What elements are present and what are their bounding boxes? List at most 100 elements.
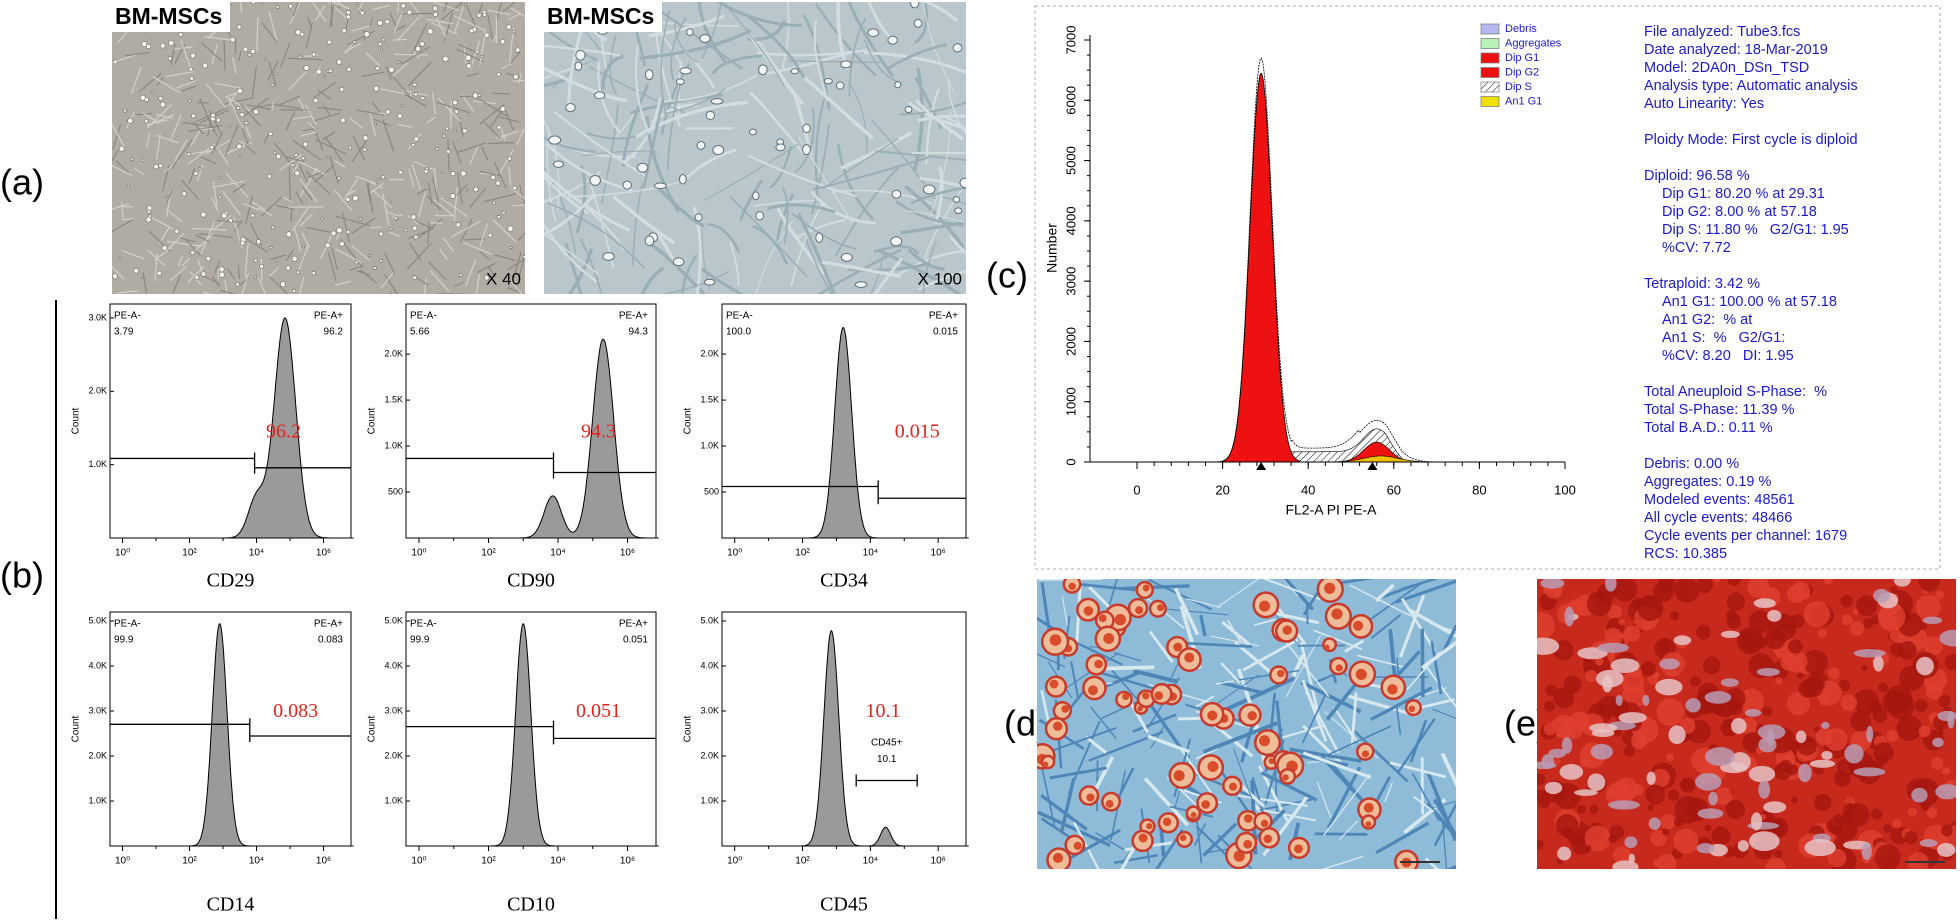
cell-process — [432, 177, 440, 203]
cell — [141, 275, 144, 279]
analysis-text: All cycle events: 48466 — [1644, 510, 1792, 526]
cell-process — [401, 46, 430, 65]
cell-process — [228, 97, 244, 129]
cell-process — [634, 45, 651, 135]
cell-process — [648, 14, 725, 38]
mineral-deposit — [1544, 700, 1555, 712]
mineral-deposit — [1787, 639, 1803, 654]
mineral-deposit — [1850, 710, 1872, 732]
cell-process — [367, 180, 384, 189]
cell-process — [452, 141, 462, 165]
unstained-patch — [1705, 747, 1736, 766]
cell — [433, 12, 438, 17]
cell — [891, 189, 902, 199]
cell — [412, 225, 418, 231]
cell-process — [200, 42, 224, 63]
mineral-deposit — [1814, 793, 1832, 812]
chondrocyte-nucleus — [1173, 770, 1185, 782]
mineral-deposit — [1696, 624, 1712, 640]
cell-process — [331, 247, 339, 270]
cell-process — [910, 186, 966, 205]
chondrocyte-nucleus — [1363, 802, 1374, 813]
cell — [686, 28, 694, 36]
cell — [193, 170, 199, 176]
cell — [575, 49, 586, 61]
cell-process — [270, 254, 288, 260]
cell-process — [271, 101, 275, 112]
an1-g1-area — [1325, 455, 1437, 463]
cell-process — [877, 248, 963, 294]
matrix-fiber — [1430, 800, 1456, 810]
cell — [200, 211, 207, 218]
cell-process — [487, 141, 515, 145]
cell-process — [436, 17, 447, 38]
x-tick-label: 20 — [1215, 482, 1229, 497]
cell-process — [226, 268, 236, 280]
cell — [205, 255, 212, 262]
y-tick-label: 2.0K — [88, 386, 107, 396]
cell-process — [225, 172, 249, 198]
matrix-fiber — [1394, 579, 1456, 604]
cell — [352, 195, 359, 202]
cell — [358, 217, 362, 221]
cell — [227, 125, 231, 129]
matrix-fiber — [1061, 596, 1068, 626]
y-tick-label: 2.0K — [88, 750, 107, 760]
cell-process — [813, 156, 929, 191]
matrix-fiber — [1274, 724, 1324, 741]
mineral-deposit — [1843, 802, 1856, 816]
cell — [454, 129, 457, 133]
mineral-deposit — [1885, 685, 1913, 712]
cell-process — [426, 195, 442, 211]
cell-process — [406, 243, 432, 270]
gate-percent: 0.083 — [273, 700, 318, 722]
cell — [194, 274, 200, 280]
mineral-deposit — [1863, 599, 1872, 608]
unstained-patch — [1753, 598, 1776, 608]
y-tick-label: 4000 — [1063, 206, 1078, 235]
chondrocyte-nucleus — [1263, 834, 1273, 844]
y-axis-label: Count — [367, 715, 378, 742]
matrix-fiber — [1176, 641, 1252, 648]
cell-process — [426, 116, 437, 124]
cell-process — [194, 233, 214, 252]
y-tick-label: 1.0K — [88, 459, 107, 469]
matrix-fiber — [1323, 773, 1371, 836]
chondrocyte-nucleus — [1190, 812, 1197, 818]
x-tick-label: 10⁴ — [550, 548, 565, 559]
unstained-patch — [1597, 642, 1629, 653]
image-title: BM-MSCs — [115, 3, 222, 29]
cell — [913, 19, 923, 28]
cell — [326, 69, 330, 73]
cell-process — [299, 213, 314, 227]
chondrocyte-nucleus — [1361, 750, 1370, 758]
mineral-deposit — [1640, 661, 1656, 677]
mineral-deposit — [1773, 762, 1792, 781]
chondrocyte-nucleus — [1201, 800, 1210, 809]
mineral-deposit — [1937, 729, 1944, 736]
cell — [952, 196, 961, 204]
cell-process — [476, 262, 496, 274]
mineral-deposit — [1823, 579, 1834, 585]
mineral-deposit — [1609, 698, 1630, 718]
unstained-patch — [1919, 839, 1938, 848]
cell — [952, 43, 963, 53]
legend-label: Dip G1 — [1505, 52, 1539, 64]
mineral-deposit — [1670, 611, 1680, 621]
matrix-fiber — [1253, 618, 1276, 626]
unstained-patch — [1916, 656, 1934, 676]
cell-process — [663, 87, 727, 115]
chondrocyte-nucleus — [1142, 692, 1150, 700]
cell-process — [297, 160, 327, 176]
cell-process — [701, 2, 722, 59]
y-tick-label: 2000 — [1063, 327, 1078, 356]
unstained-patch — [1618, 712, 1647, 724]
cell — [480, 54, 484, 58]
cell-process — [416, 188, 427, 195]
cell — [346, 66, 352, 72]
cell — [229, 36, 236, 43]
cell — [373, 85, 380, 92]
cell — [285, 231, 292, 238]
cell — [499, 106, 506, 112]
cell-process — [477, 97, 507, 117]
